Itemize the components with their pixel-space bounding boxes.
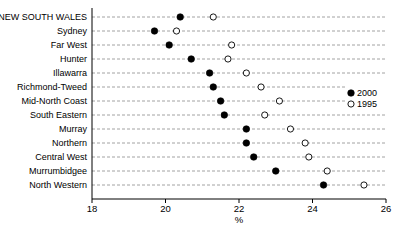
grid-line xyxy=(92,157,386,158)
grid-line xyxy=(92,143,386,144)
category-label: Far West xyxy=(51,40,88,50)
dot xyxy=(258,84,264,90)
legend-marker xyxy=(348,90,355,97)
dot xyxy=(302,140,308,146)
grid-line xyxy=(92,185,386,186)
grid-line xyxy=(92,17,386,18)
dot xyxy=(262,112,268,118)
dot xyxy=(287,126,293,132)
dot xyxy=(177,14,184,21)
category-label: North Western xyxy=(29,180,87,190)
grid-line xyxy=(92,129,386,130)
marks xyxy=(151,14,367,189)
x-tick-label: 26 xyxy=(381,203,392,214)
category-label: Central West xyxy=(35,152,87,162)
dot xyxy=(188,56,195,63)
category-label: Murrumbidgee xyxy=(29,166,87,176)
dot xyxy=(225,56,231,62)
category-label: Mid-North Coast xyxy=(21,96,87,106)
x-tick-label: 22 xyxy=(234,203,245,214)
dot xyxy=(217,98,224,105)
grid-line xyxy=(92,87,386,88)
category-label: Illawarra xyxy=(53,68,87,78)
category-label: Richmond-Tweed xyxy=(17,82,87,92)
dot xyxy=(306,154,312,160)
grid-line xyxy=(92,31,386,32)
grid-line xyxy=(92,101,386,102)
dot xyxy=(206,70,213,77)
x-tick-label: 18 xyxy=(87,203,98,214)
dot xyxy=(243,140,250,147)
dot xyxy=(250,154,257,161)
dot xyxy=(243,70,249,76)
grid-line xyxy=(92,59,386,60)
grid-line xyxy=(92,45,386,46)
dot xyxy=(173,28,179,34)
dot xyxy=(320,182,327,189)
legend-label: 1995 xyxy=(357,99,377,109)
dot xyxy=(243,126,250,133)
x-tick-label: 20 xyxy=(160,203,171,214)
x-tick-label: 24 xyxy=(307,203,318,214)
x-axis-label: % xyxy=(235,214,244,225)
category-label: South Eastern xyxy=(30,110,87,120)
y-axis xyxy=(92,8,93,199)
category-label: Murray xyxy=(59,124,88,134)
dot xyxy=(166,42,173,49)
legend-label: 2000 xyxy=(357,88,377,98)
chart: NEW SOUTH WALES Sydney Far West Hunter Illaw… xyxy=(0,0,397,227)
dot xyxy=(361,182,367,188)
legend-bg xyxy=(345,86,385,110)
category-label: Northern xyxy=(52,138,87,148)
dot xyxy=(221,112,228,119)
grid-line xyxy=(92,73,386,74)
grid-line xyxy=(92,115,386,116)
dot xyxy=(276,98,282,104)
category-label: Sydney xyxy=(57,26,88,36)
category-label: NEW SOUTH WALES xyxy=(0,12,87,22)
dot xyxy=(210,84,217,91)
category-label: Hunter xyxy=(60,54,87,64)
dot xyxy=(151,28,158,35)
dot xyxy=(210,14,216,20)
legend-marker xyxy=(348,101,354,107)
grid-line xyxy=(92,171,386,172)
dot xyxy=(272,168,279,175)
dot xyxy=(229,42,235,48)
dot xyxy=(324,168,330,174)
